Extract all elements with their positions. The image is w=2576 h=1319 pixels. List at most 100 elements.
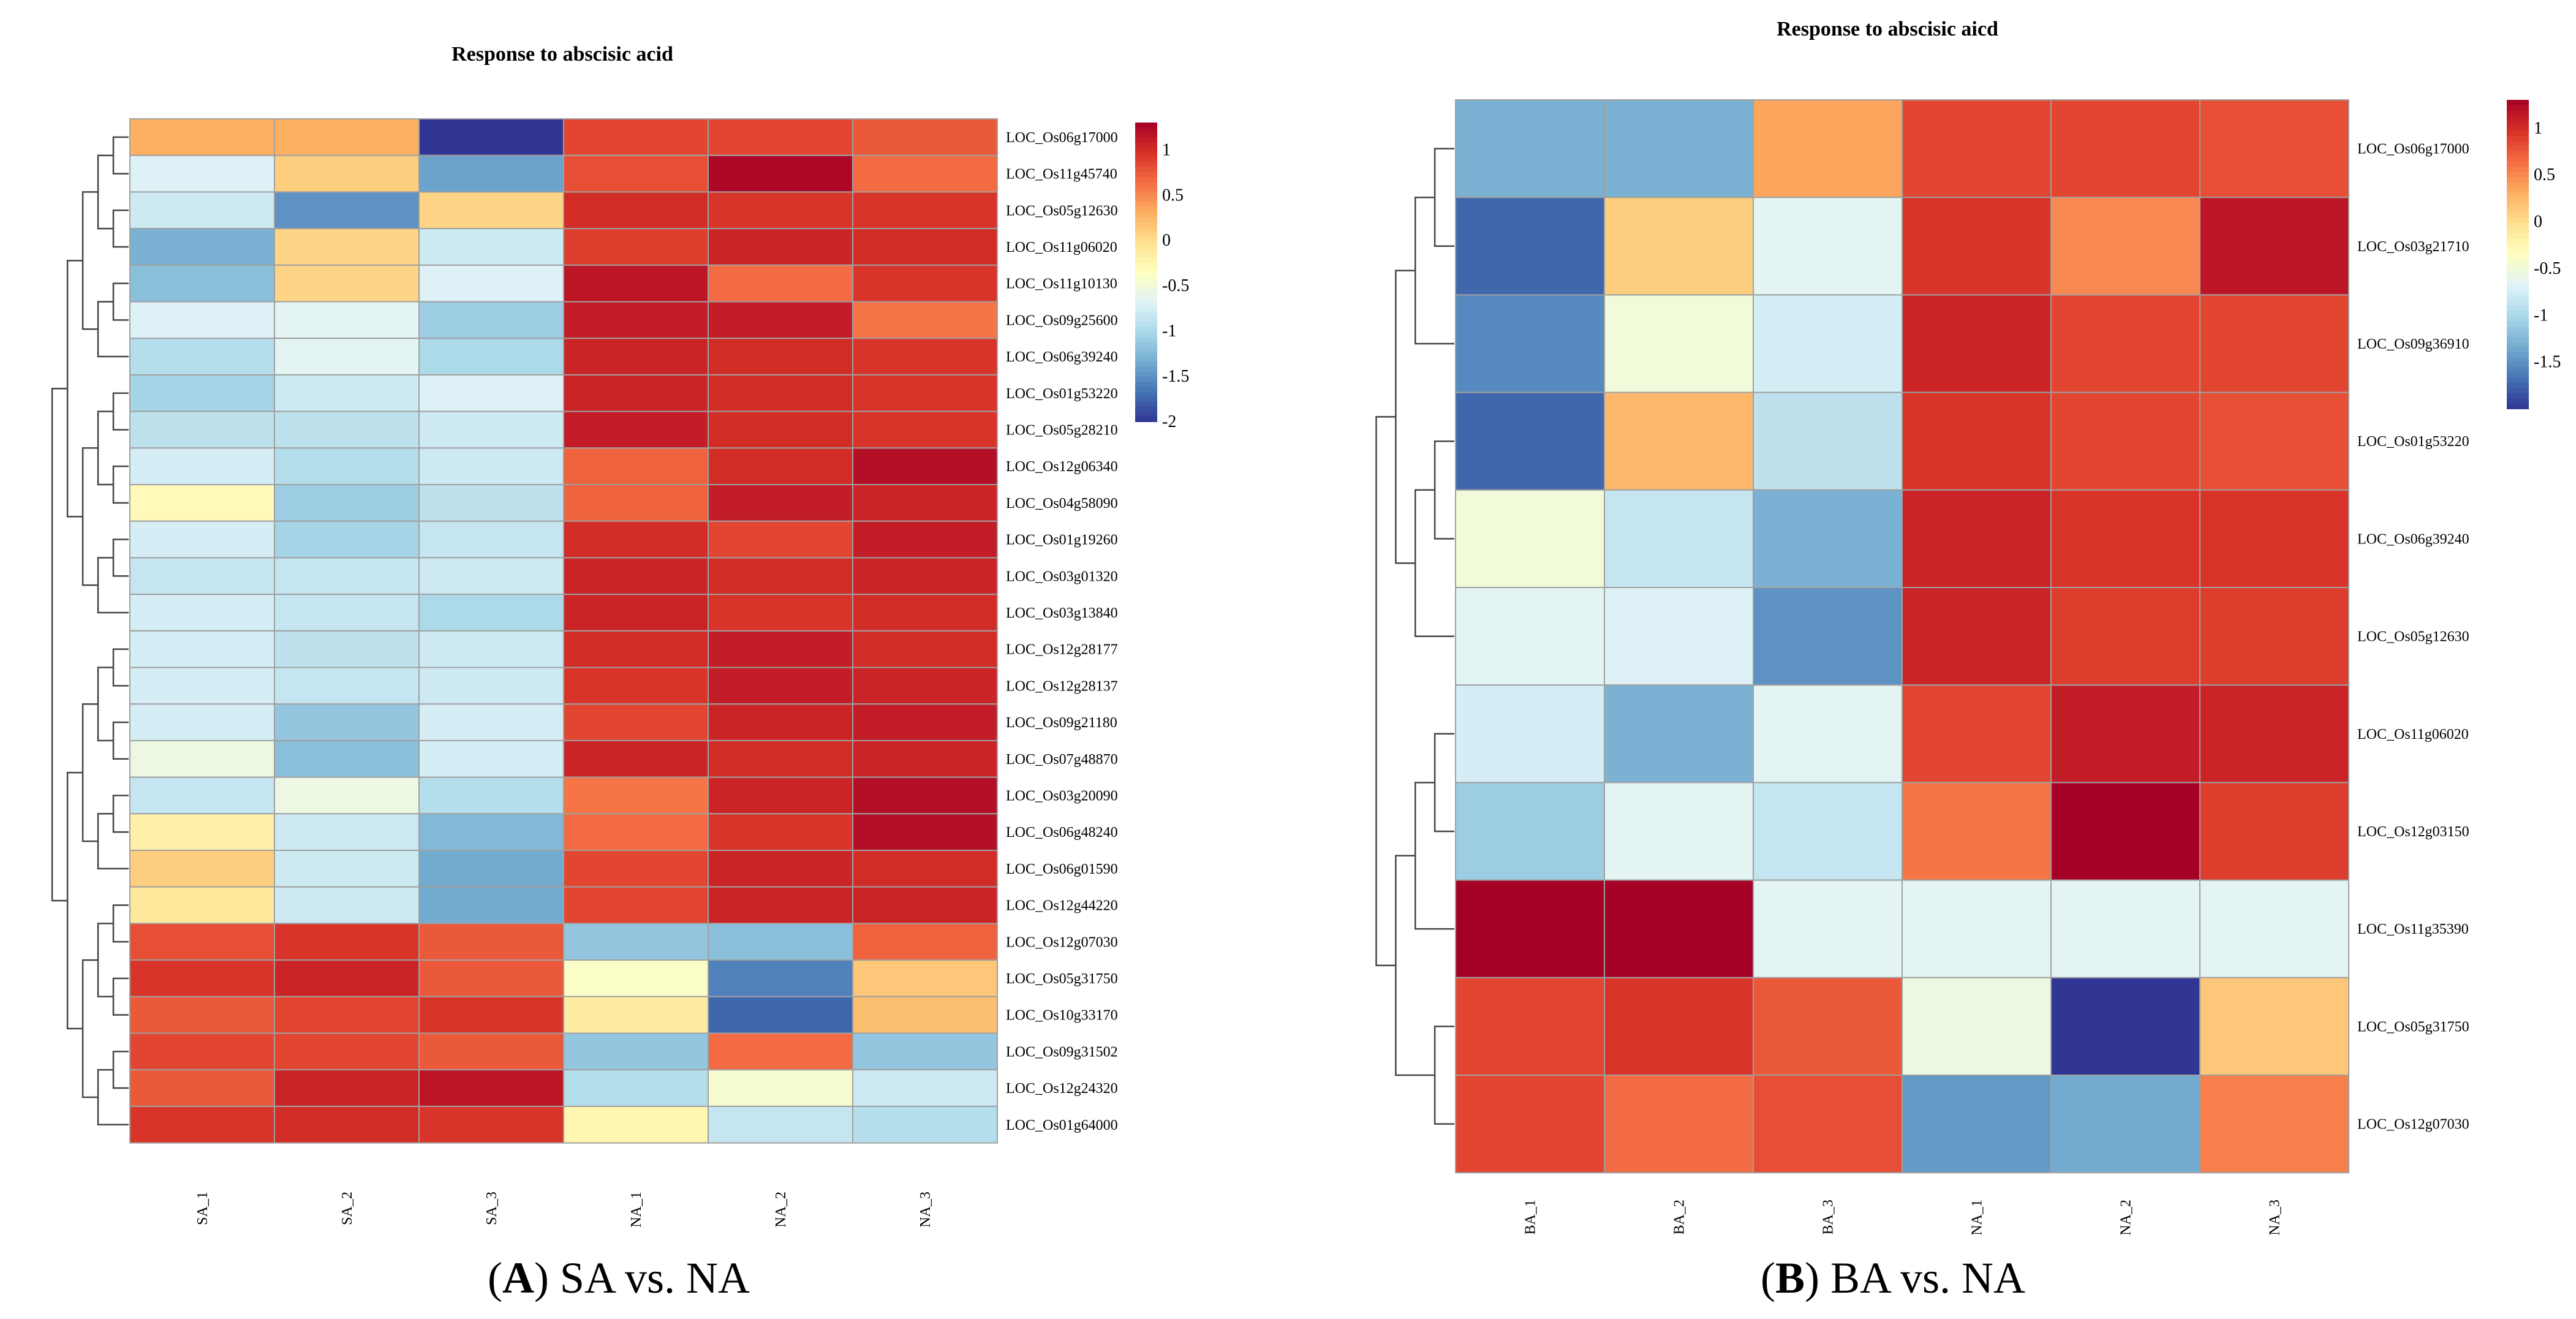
heatmap-cell [1604, 587, 1754, 686]
row-dendrogram [51, 136, 129, 1125]
heatmap-cell [1753, 684, 1903, 784]
heatmap-cell [2199, 391, 2349, 491]
heatmap-cell [563, 850, 709, 888]
row-label: LOC_Os12g28177 [1006, 642, 1118, 658]
heatmap-cell [852, 850, 998, 888]
heatmap-cell [274, 447, 420, 485]
column-label: BA_1 [1523, 1200, 1539, 1234]
row-label: LOC_Os09g21180 [1006, 715, 1117, 731]
row-label: LOC_Os12g07030 [2357, 1117, 2469, 1133]
legend-swatch [2507, 403, 2529, 409]
heatmap-cell [129, 703, 275, 741]
legend-swatch [2507, 208, 2529, 214]
caption-open: ( [1761, 1253, 1775, 1302]
heatmap-cell [852, 118, 998, 156]
heatmap-cell [563, 959, 709, 997]
heatmap-cell [1902, 197, 2052, 296]
dendrogram-branch [1415, 196, 1454, 345]
heatmap-cell [563, 1105, 709, 1144]
legend-swatch [2507, 295, 2529, 301]
heatmap-cell [708, 410, 853, 449]
heatmap-cell [274, 1032, 420, 1071]
row-label: LOC_Os03g13840 [1006, 605, 1118, 621]
legend-swatch [2507, 377, 2529, 384]
heatmap-panel-a: Response to abscisic acid LOC_Os06g17000 L… [51, 43, 1189, 1302]
heatmap-cell [129, 557, 275, 595]
legend-swatch [2507, 398, 2529, 404]
legend-tick-label: 0 [1162, 231, 1171, 250]
legend-swatch [1135, 331, 1157, 338]
heatmap-cell [563, 338, 709, 376]
heatmap-cell [1604, 684, 1754, 784]
heatmap-cell [129, 118, 275, 156]
legend-swatch [1135, 127, 1157, 134]
dendrogram-branch [81, 447, 99, 586]
heatmap-cell [2050, 99, 2200, 198]
heatmap-cell [274, 886, 420, 924]
heatmap-cell [2199, 489, 2349, 588]
heatmap-cell [708, 118, 853, 156]
heatmap-cell [1902, 294, 2052, 393]
heatmap-cell [274, 630, 420, 668]
heatmap-cell [563, 520, 709, 559]
legend-swatch [2507, 347, 2529, 353]
column-label: NA_1 [629, 1192, 644, 1228]
heatmap-cell [274, 594, 420, 632]
heatmap-cell [563, 996, 709, 1034]
legend-swatch [1135, 207, 1157, 213]
heatmap-cell [708, 1069, 853, 1107]
heatmap-cell [129, 1105, 275, 1144]
heatmap-cell [274, 520, 420, 559]
legend-swatch [1135, 212, 1157, 218]
legend-swatch [1135, 272, 1157, 278]
heatmap-cell [274, 959, 420, 997]
column-label: NA_3 [2267, 1200, 2283, 1236]
legend-swatch [1135, 297, 1157, 303]
legend-swatch [1135, 123, 1157, 129]
dendrogram-branch [1415, 489, 1454, 637]
heatmap-cell [852, 410, 998, 449]
row-label: LOC_Os05g12630 [2357, 629, 2469, 645]
legend-swatch [1135, 237, 1157, 243]
legend-swatch [2507, 213, 2529, 219]
heatmap-cell [563, 739, 709, 778]
heatmap-cell [563, 447, 709, 485]
heatmap-cell [418, 154, 564, 193]
heatmap-cell [129, 886, 275, 924]
heatmap-cell [1902, 1075, 2052, 1174]
heatmap-cell [708, 703, 853, 741]
row-label: LOC_Os12g24320 [1006, 1081, 1118, 1097]
heatmap-cell [708, 813, 853, 852]
dendrogram-branch [1433, 440, 1454, 540]
heatmap-cell [1753, 879, 1903, 978]
heatmap-cell [708, 996, 853, 1034]
dendrogram-branch [66, 260, 83, 518]
dendrogram-branch [112, 539, 129, 577]
row-label: LOC_Os10g33170 [1006, 1008, 1118, 1024]
row-label: LOC_Os01g64000 [1006, 1117, 1118, 1133]
heatmap-cell [1604, 1075, 1754, 1174]
heatmap-cell [274, 703, 420, 741]
heatmap-cell [418, 594, 564, 632]
heatmap-cell [418, 228, 564, 266]
heatmap-cell [1753, 99, 1903, 198]
legend-swatch [1135, 347, 1157, 353]
heatmap-cell [852, 959, 998, 997]
legend-tick-label: -1 [2534, 306, 2548, 325]
heatmap-cell [418, 118, 564, 156]
heatmap-cell [708, 594, 853, 632]
legend-swatch [2507, 141, 2529, 147]
legend-swatch [2507, 316, 2529, 322]
legend-swatch [1135, 292, 1157, 298]
legend-swatch [2507, 362, 2529, 368]
heatmap-cell [563, 703, 709, 741]
dendrogram-branch [112, 977, 129, 1016]
heatmap-cell [708, 667, 853, 705]
heatmap-cell [708, 739, 853, 778]
heatmap-cell [2199, 197, 2349, 296]
heatmap-cell [418, 301, 564, 339]
legend-swatch [2507, 254, 2529, 260]
legend-swatch [1135, 352, 1157, 358]
heatmap-cell [1604, 879, 1754, 978]
legend-swatch [2507, 100, 2529, 106]
